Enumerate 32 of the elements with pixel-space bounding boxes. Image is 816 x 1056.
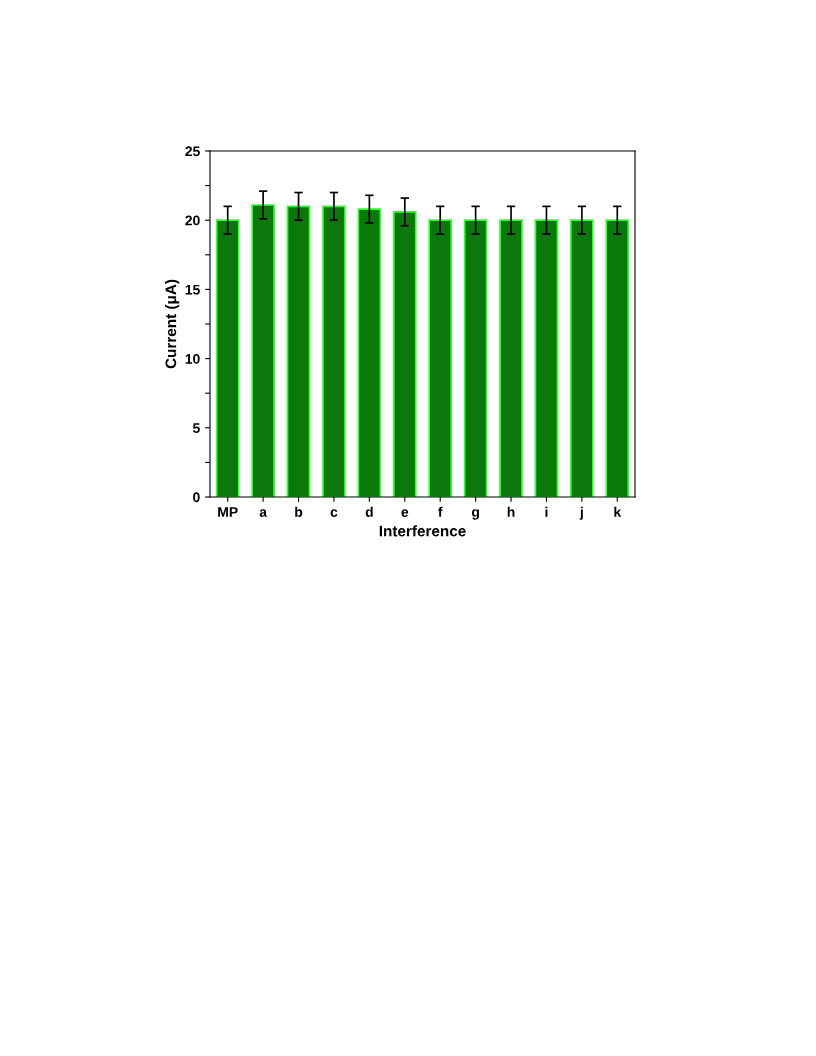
y-tick-label: 10	[185, 353, 200, 364]
y-axis-title: Current (μA)	[165, 279, 180, 369]
bar	[392, 211, 417, 497]
y-tick-label: 20	[185, 215, 200, 226]
x-tick-label: e	[401, 509, 409, 517]
bar	[499, 219, 523, 497]
bar	[322, 205, 346, 497]
x-tick-label: f	[438, 506, 443, 517]
x-tick-label: d	[365, 506, 373, 517]
bar	[570, 219, 594, 497]
x-tick-label: g	[471, 509, 479, 520]
x-tick-label: h	[507, 506, 515, 517]
y-tick-label: 5	[192, 423, 200, 433]
bar	[605, 219, 630, 497]
x-tick-label: a	[259, 509, 268, 517]
x-tick-label: b	[295, 506, 303, 517]
x-tick-label: MP	[218, 507, 238, 517]
x-tick-label: i	[545, 506, 548, 517]
bar	[251, 204, 275, 497]
bar	[428, 219, 453, 497]
x-tick-label: k	[614, 506, 622, 517]
y-tick-label: 0	[193, 492, 200, 503]
x-axis-title: Interference	[379, 525, 466, 537]
bar	[463, 219, 488, 497]
x-tick-label: j	[579, 506, 583, 520]
bar	[357, 208, 382, 497]
bar	[215, 219, 240, 497]
y-tick-label: 25	[185, 146, 200, 157]
y-tick-label: 15	[185, 284, 200, 295]
x-tick-label: c	[330, 509, 338, 517]
bar	[286, 205, 311, 497]
bar	[534, 219, 559, 497]
